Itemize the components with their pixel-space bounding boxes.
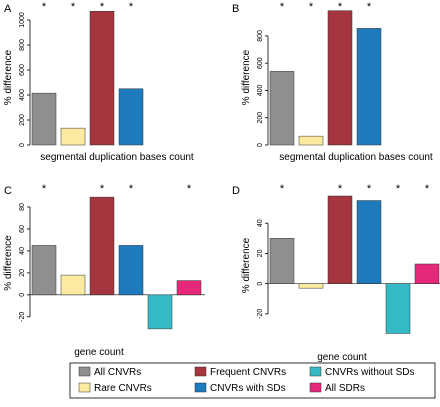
bar-frequent-cnvrs [89,196,115,296]
x-axis-label: gene count [317,352,367,363]
bar-all-cnvrs [31,245,57,296]
y-tick-label: 1000 [19,12,26,28]
significance-star: * [280,183,285,195]
y-axis-label: % difference [241,237,252,293]
y-tick-label: -20 [19,312,26,322]
significance-star: * [42,183,47,195]
bar-rare-cnvrs [298,135,324,146]
legend-swatch-rare-cnvrs [78,382,91,393]
y-tick-label: 800 [19,39,26,51]
y-tick-label: 20 [257,249,264,257]
significance-star: * [100,183,105,195]
significance-star: * [100,1,105,13]
significance-star: * [338,1,343,13]
panel-letter: D [232,185,240,197]
bar-frequent-cnvrs [89,11,115,146]
y-tick-label: 0 [257,143,264,147]
legend-swatch-all-cnvrs [78,366,91,377]
y-tick-label: 20 [19,269,26,277]
panel-b: B 0 200 400 600 800 % difference * * * * segmental … [232,1,433,163]
x-axis-label: gene count [74,347,124,358]
bar-rare-cnvrs [298,283,324,289]
bar-cnvrs-with-sds [118,88,144,146]
bar-cnvrs-with-sds [118,245,144,296]
y-tick-label: 60 [19,225,26,233]
y-tick-label: 40 [19,247,26,255]
bar-frequent-cnvrs [327,10,353,146]
bar-cnvrs-with-sds [356,200,382,284]
significance-star: * [129,1,134,13]
legend-label: All SDRs [325,383,365,394]
y-tick-label: 0 [19,143,26,147]
y-tick-label: 400 [19,89,26,101]
legend-label: Rare CNVRs [94,383,152,394]
legend-label: CNVRs without SDs [325,367,414,378]
y-tick-label: 40 [257,219,264,227]
x-axis-label: segmental duplication bases count [279,152,433,163]
bar-all-cnvrs [31,92,57,146]
legend-label: CNVRs with SDs [210,383,286,394]
panel-c: C -20 0 20 40 60 80 % difference * * * * gene count [3,183,205,358]
bar-cnvrs-with-sds [356,28,382,146]
bar-rare-cnvrs [60,127,86,146]
legend: All CNVRs Frequent CNVRs CNVRs without SDs… [69,362,436,399]
legend-label: Frequent CNVRs [210,367,286,378]
y-tick-label: -20 [257,309,264,319]
significance-star: * [425,183,430,195]
y-axis-label: % difference [3,49,14,105]
legend-swatch-frequent-cnvrs [194,366,207,377]
significance-star: * [396,183,401,195]
y-tick-label: 80 [19,203,26,211]
significance-star: * [129,183,134,195]
y-tick-label: 200 [19,114,26,126]
legend-box [69,362,436,399]
y-tick-label: 0 [257,282,264,286]
y-tick-label: 200 [257,112,264,124]
panel-letter: A [4,3,12,15]
significance-star: * [367,1,372,13]
bar-all-sdrs [176,280,202,296]
bar-frequent-cnvrs [327,195,353,284]
significance-star: * [71,1,76,13]
bar-cnvrs-without-sds [385,283,411,334]
y-axis-label: % difference [241,49,252,105]
y-tick-label: 400 [257,85,264,97]
legend-label: All CNVRs [94,367,141,378]
significance-star: * [280,1,285,13]
bar-all-sdrs [414,263,440,284]
significance-star: * [309,1,314,13]
y-tick-label: 0 [19,293,26,297]
legend-swatch-all-sdrs [309,382,322,393]
panel-letter: B [232,3,239,15]
legend-swatch-cnvrs-with-sds [194,382,207,393]
bar-cnvrs-without-sds [147,294,173,330]
significance-star: * [187,183,192,195]
x-axis-label: segmental duplication bases count [40,152,194,163]
y-axis-label: % difference [3,235,14,291]
bar-all-cnvrs [269,238,295,284]
legend-swatch-cnvrs-without-sds [309,366,322,377]
y-tick-label: 800 [257,30,264,42]
bar-rare-cnvrs [60,274,86,296]
y-tick-label: 600 [257,57,264,69]
panel-letter: C [4,185,12,197]
y-tick-label: 600 [19,64,26,76]
significance-star: * [42,1,47,13]
significance-star: * [367,183,372,195]
bar-all-cnvrs [269,71,295,146]
panel-a: A 0 200 400 600 800 1000 % difference * * * * segmen… [3,1,194,163]
panel-d: D -20 0 20 40 % difference * * * * * gene count [232,183,440,363]
significance-star: * [338,183,343,195]
